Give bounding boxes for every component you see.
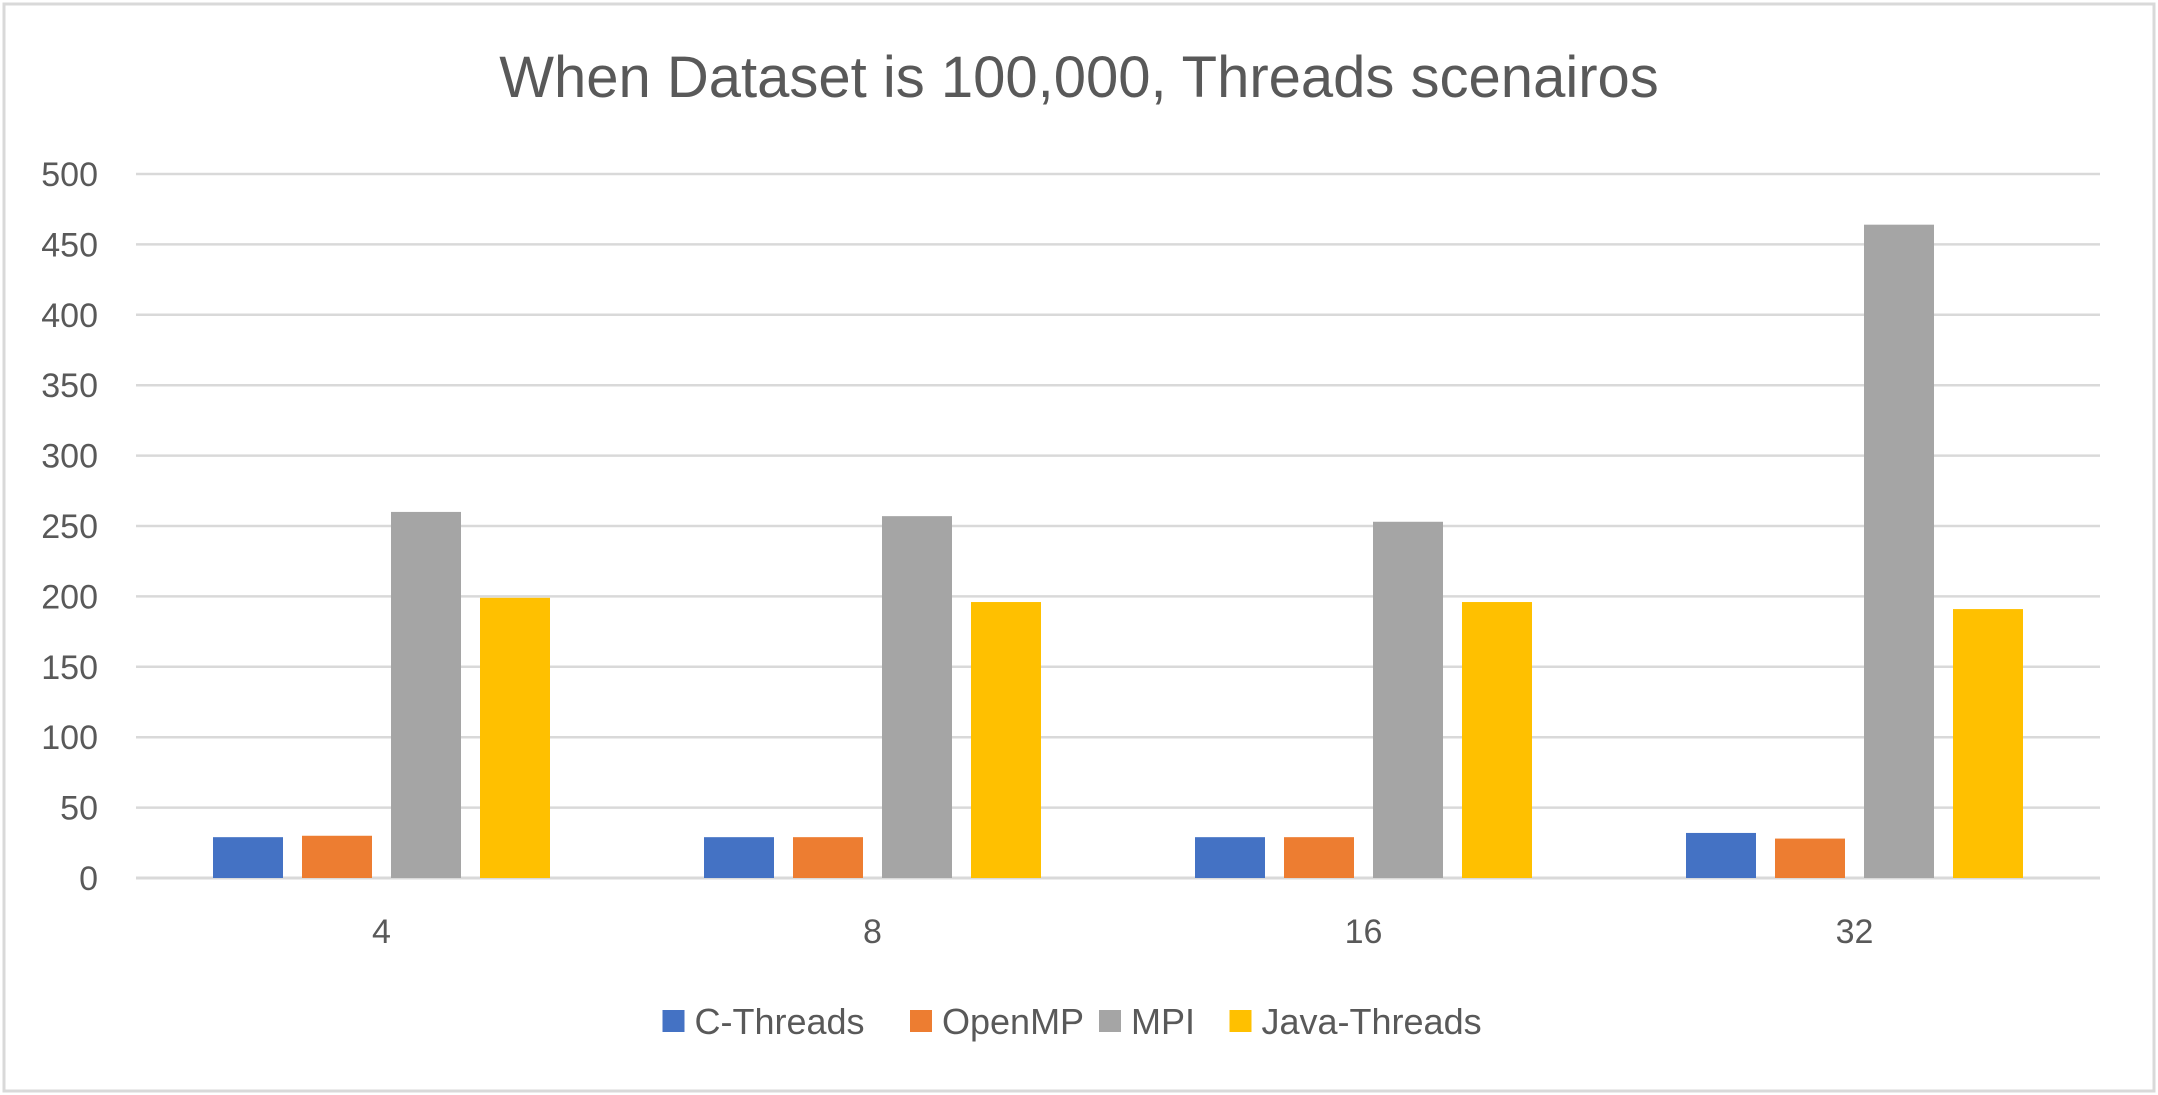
bar-c-threads-8 [704,837,774,878]
y-tick-label: 200 [41,578,98,616]
y-tick-label: 150 [41,649,98,687]
bar-java-threads-32 [1953,609,2023,878]
x-tick-label: 8 [863,913,882,951]
legend-label: MPI [1131,1001,1195,1042]
y-tick-label: 400 [41,297,98,335]
y-tick-label: 300 [41,438,98,476]
bar-mpi-8 [882,516,952,878]
bar-openmp-8 [793,837,863,878]
bar-c-threads-4 [213,837,283,878]
y-tick-label: 0 [79,860,98,898]
bar-openmp-4 [302,835,372,878]
bar-mpi-4 [391,511,461,878]
legend: C-Threads OpenMP MPI Java-Threads [662,1001,1482,1042]
y-axis-ticks: 0 50 100 150 200 250 300 350 400 450 500 [41,156,98,898]
x-tick-label: 16 [1345,913,1383,951]
bar-openmp-16 [1284,837,1354,878]
y-tick-label: 100 [41,719,98,757]
bar-mpi-16 [1373,521,1443,878]
x-axis-ticks: 4 8 16 32 [372,913,1873,951]
bars [213,224,2023,879]
bar-c-threads-32 [1686,832,1756,878]
bar-openmp-32 [1775,838,1845,878]
y-tick-label: 250 [41,508,98,546]
gridlines [136,172,2100,880]
bar-java-threads-8 [971,602,1041,878]
legend-swatch [1099,1010,1121,1032]
legend-swatch [1229,1010,1252,1032]
y-tick-label: 50 [60,790,98,828]
legend-label: OpenMP [942,1001,1084,1042]
legend-label: Java-Threads [1262,1001,1482,1042]
legend-swatch [662,1010,685,1032]
x-tick-label: 32 [1836,913,1874,951]
chart-title: When Dataset is 100,000, Threads scenair… [499,45,1659,110]
y-tick-label: 500 [41,156,98,194]
x-tick-label: 4 [372,913,391,951]
bar-java-threads-4 [480,597,550,878]
legend-label: C-Threads [695,1001,865,1042]
legend-swatch [910,1010,932,1032]
bar-c-threads-16 [1195,837,1265,878]
bar-mpi-32 [1864,224,1934,879]
y-tick-label: 450 [41,226,98,264]
y-tick-label: 350 [41,367,98,405]
bar-java-threads-16 [1462,602,1532,878]
